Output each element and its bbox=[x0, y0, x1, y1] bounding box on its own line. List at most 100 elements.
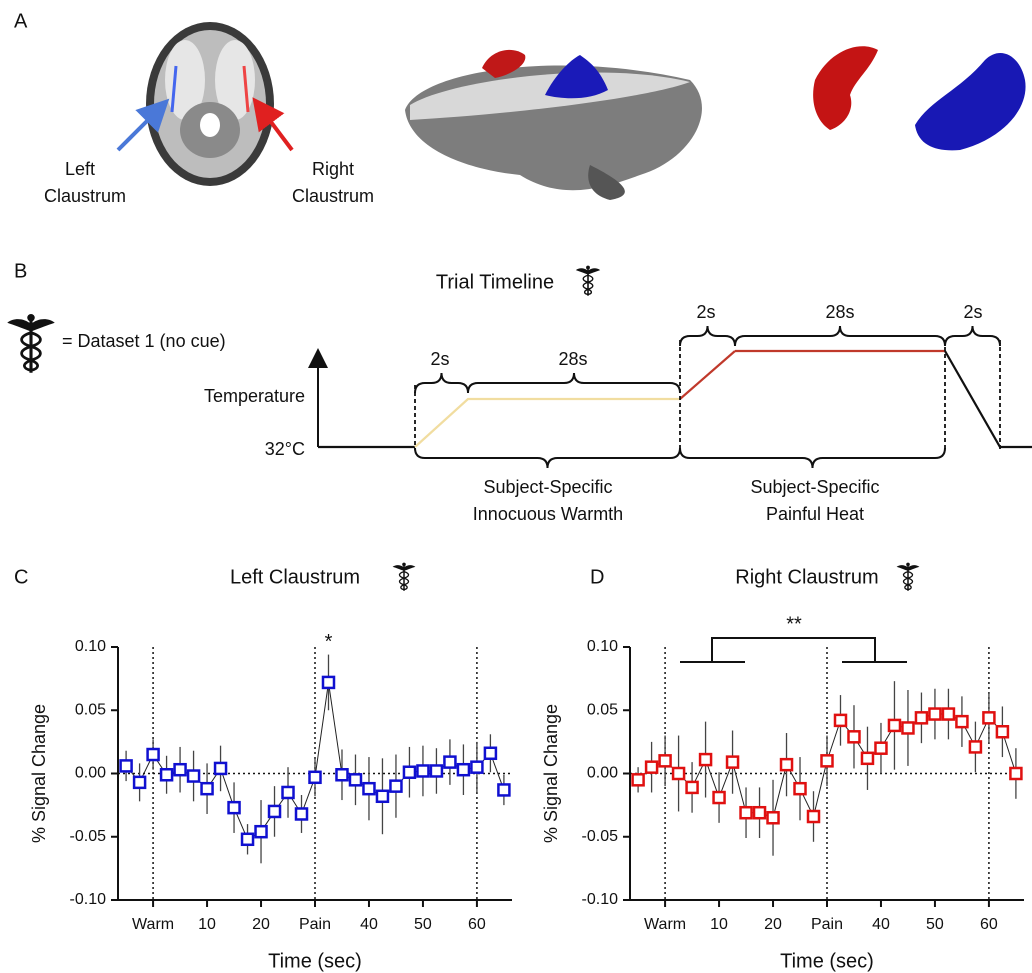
data-point bbox=[213, 761, 228, 776]
x-tick-label: 10 bbox=[198, 916, 216, 933]
dataset-icon bbox=[896, 562, 920, 592]
data-point bbox=[955, 714, 969, 729]
x-tick-label: 20 bbox=[252, 916, 270, 933]
data-point bbox=[308, 770, 322, 785]
duration-label: 2s bbox=[963, 302, 982, 322]
brace bbox=[679, 447, 946, 469]
data-point bbox=[901, 721, 915, 735]
y-axis-label: % Signal Change bbox=[541, 704, 561, 843]
phase-label: Painful Heat bbox=[766, 504, 864, 524]
data-point bbox=[186, 769, 201, 783]
data-point bbox=[416, 764, 430, 778]
data-point bbox=[941, 707, 956, 721]
duration-label: 28s bbox=[558, 349, 587, 369]
significance: ** bbox=[786, 613, 802, 635]
data-point bbox=[200, 781, 214, 796]
axial-slice bbox=[146, 22, 274, 186]
data-point bbox=[766, 811, 780, 825]
data-point bbox=[429, 764, 444, 778]
data-point bbox=[321, 675, 336, 690]
data-point bbox=[254, 824, 268, 839]
baseline-label: 32°C bbox=[265, 439, 305, 459]
brace bbox=[414, 447, 681, 469]
duration-label: 28s bbox=[825, 302, 854, 322]
chart-title: Right Claustrum bbox=[735, 566, 878, 588]
y-tick-label: 0.05 bbox=[587, 701, 618, 718]
data-point bbox=[644, 760, 659, 774]
phase-label: Subject-Specific bbox=[483, 477, 612, 497]
x-axis-label: Time (sec) bbox=[268, 950, 362, 972]
phase-label: Innocuous Warmth bbox=[473, 504, 623, 524]
significance: * bbox=[325, 631, 333, 653]
data-point bbox=[146, 747, 160, 762]
y-tick-label: -0.05 bbox=[582, 828, 619, 845]
dataset-icon bbox=[6, 312, 56, 375]
data-point bbox=[119, 759, 133, 773]
x-tick-label: Pain bbox=[299, 916, 331, 933]
data-point bbox=[227, 800, 241, 815]
y-tick-label: -0.10 bbox=[70, 891, 107, 908]
data-point bbox=[752, 805, 767, 820]
axis-label: Temperature bbox=[204, 386, 305, 406]
x-tick-label: 10 bbox=[710, 916, 728, 933]
phase-label: Subject-Specific bbox=[750, 477, 879, 497]
phase-divider bbox=[414, 340, 1001, 450]
panel-letter: B bbox=[14, 260, 27, 282]
significance-bracket bbox=[680, 637, 907, 663]
data-point bbox=[860, 751, 875, 766]
y-axis-label: % Signal Change bbox=[29, 704, 49, 843]
data-point bbox=[132, 775, 147, 790]
x-tick-label: 50 bbox=[926, 916, 944, 933]
data-point bbox=[402, 765, 417, 779]
region-label: Left bbox=[65, 159, 95, 179]
brace bbox=[944, 325, 1001, 347]
y-tick-label: -0.10 bbox=[582, 891, 619, 908]
data-point bbox=[483, 746, 498, 761]
claustrum-render bbox=[813, 46, 1026, 151]
data-point bbox=[887, 718, 902, 733]
data-point bbox=[240, 832, 255, 847]
temperature-trace bbox=[318, 349, 1032, 449]
panel-letter: C bbox=[14, 566, 28, 588]
x-tick-label: 60 bbox=[468, 916, 486, 933]
data-point bbox=[671, 766, 686, 781]
x-tick-label: 40 bbox=[872, 916, 890, 933]
data-point bbox=[968, 740, 983, 754]
data-point bbox=[685, 780, 699, 795]
data-point bbox=[281, 785, 295, 800]
data-point bbox=[294, 807, 309, 821]
x-axis-label: Time (sec) bbox=[780, 950, 874, 972]
data-point bbox=[443, 755, 457, 769]
region-label: Claustrum bbox=[44, 186, 126, 206]
brace bbox=[414, 372, 469, 394]
brace bbox=[414, 325, 1001, 469]
data-point bbox=[725, 755, 740, 769]
data-point bbox=[995, 725, 1010, 739]
y-tick-label: 0.10 bbox=[587, 638, 618, 655]
x-tick-label: Warm bbox=[644, 916, 686, 933]
data-point bbox=[793, 781, 807, 796]
brace bbox=[679, 325, 736, 347]
y-tick-label: 0.00 bbox=[75, 765, 106, 782]
timeline-title: Trial Timeline bbox=[436, 271, 554, 293]
data-point bbox=[928, 707, 942, 721]
y-tick-label: 0.10 bbox=[75, 638, 106, 655]
data-point bbox=[914, 711, 929, 725]
y-tick-label: 0.05 bbox=[75, 701, 106, 718]
data-point bbox=[982, 711, 996, 725]
data-point bbox=[348, 773, 363, 787]
data-point bbox=[1009, 766, 1023, 781]
arrow bbox=[252, 97, 294, 152]
data-point bbox=[375, 789, 390, 804]
x-tick-label: Warm bbox=[132, 916, 174, 933]
data-point bbox=[739, 805, 753, 820]
y-tick-label: 0.00 bbox=[587, 765, 618, 782]
brain-render bbox=[405, 49, 702, 200]
data-point bbox=[389, 779, 403, 793]
duration-label: 2s bbox=[430, 349, 449, 369]
data-point bbox=[470, 760, 484, 774]
data-point bbox=[456, 762, 471, 777]
x-tick-label: 40 bbox=[360, 916, 378, 933]
brace bbox=[734, 325, 946, 347]
